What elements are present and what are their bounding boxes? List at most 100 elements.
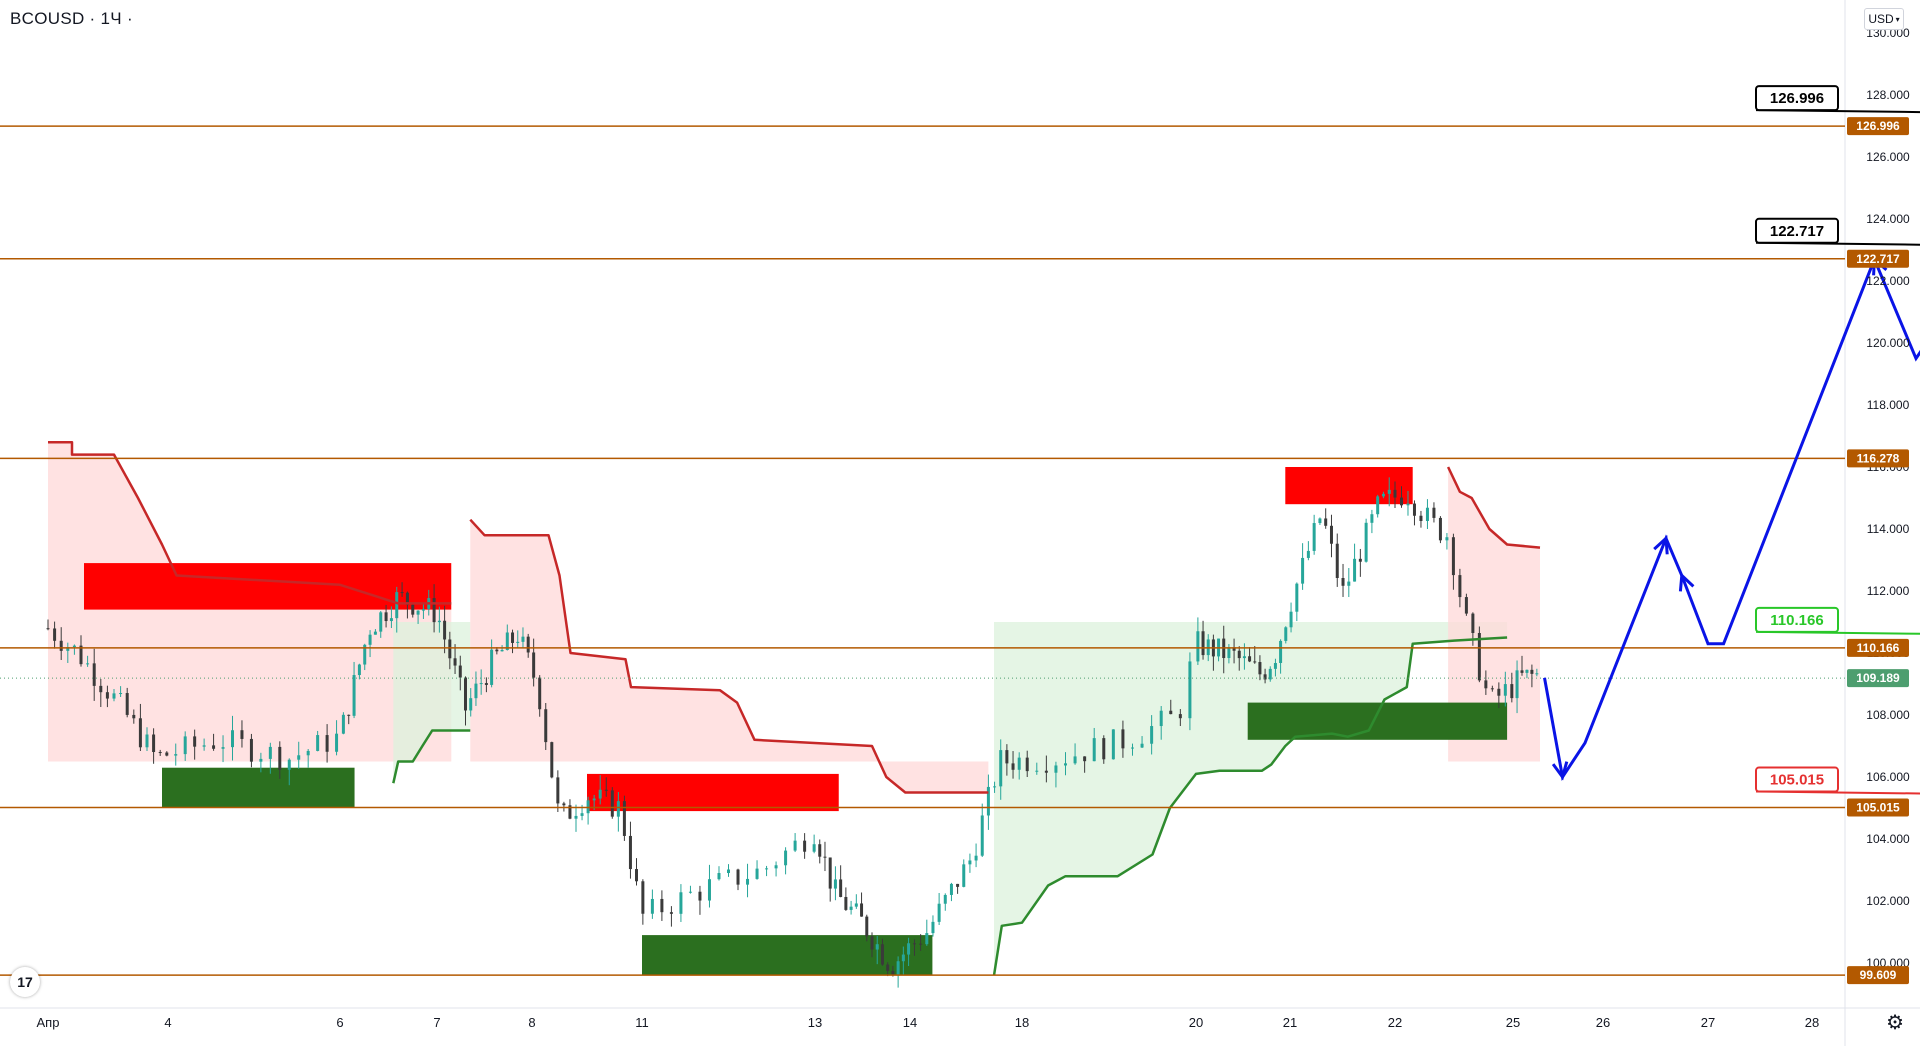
candle-body bbox=[501, 650, 504, 651]
candle-body bbox=[1274, 663, 1277, 669]
tradingview-logo-icon[interactable]: 17 bbox=[10, 967, 40, 997]
candle-body bbox=[516, 642, 519, 643]
candle-body bbox=[968, 860, 971, 864]
candle-body bbox=[342, 715, 345, 734]
candle-body bbox=[1419, 516, 1422, 521]
candle-body bbox=[999, 750, 1002, 786]
candle-body bbox=[1388, 490, 1391, 494]
candle-body bbox=[794, 841, 797, 851]
x-tick-label: 4 bbox=[164, 1015, 171, 1030]
candle-body bbox=[1279, 641, 1282, 663]
candle-body bbox=[1471, 614, 1474, 633]
candle-body bbox=[1530, 670, 1533, 674]
candle-body bbox=[1406, 504, 1409, 506]
candle-body bbox=[813, 844, 816, 851]
candle-body bbox=[629, 836, 632, 869]
candle-body bbox=[1452, 537, 1455, 575]
candle-body bbox=[550, 742, 553, 777]
y-tick-label: 126.000 bbox=[1866, 150, 1910, 164]
candle-body bbox=[1074, 756, 1077, 763]
candle-body bbox=[1160, 711, 1163, 726]
candle-body bbox=[1248, 656, 1251, 661]
candle-body bbox=[93, 663, 96, 686]
y-tick-label: 118.000 bbox=[1867, 398, 1910, 412]
candle-body bbox=[480, 683, 483, 684]
candle-body bbox=[717, 873, 720, 879]
y-tick-label: 124.000 bbox=[1866, 212, 1910, 226]
candle-body bbox=[316, 735, 319, 751]
candle-body bbox=[1150, 726, 1153, 744]
candle-body bbox=[385, 612, 388, 621]
candle-body bbox=[459, 666, 462, 678]
candle-body bbox=[448, 639, 451, 658]
candle-body bbox=[99, 686, 102, 692]
candle-body bbox=[297, 755, 300, 759]
x-tick-label: 22 bbox=[1388, 1015, 1402, 1030]
y-tick-label: 104.000 bbox=[1866, 832, 1910, 846]
callout-label-3: 105.015 bbox=[1770, 772, 1824, 789]
candle-body bbox=[1202, 631, 1205, 655]
candle-body bbox=[1504, 684, 1507, 696]
candle-body bbox=[379, 612, 382, 631]
x-tick-label: 20 bbox=[1189, 1015, 1203, 1030]
x-tick-label: 26 bbox=[1596, 1015, 1610, 1030]
y-tick-label: 102.000 bbox=[1866, 894, 1910, 908]
candle-body bbox=[962, 864, 965, 887]
candle-body bbox=[417, 611, 420, 615]
candle-body bbox=[931, 922, 934, 933]
candle-body bbox=[562, 803, 565, 805]
candle-body bbox=[1264, 674, 1267, 679]
candle-body bbox=[288, 760, 291, 770]
candle-body bbox=[993, 786, 996, 787]
candle-body bbox=[1284, 627, 1287, 641]
candle-body bbox=[617, 801, 620, 817]
candle-body bbox=[1365, 523, 1368, 562]
candle-body bbox=[1005, 750, 1008, 763]
candle-body bbox=[1510, 684, 1513, 698]
y-tick-label: 112.000 bbox=[1867, 584, 1910, 598]
candle-body bbox=[1497, 689, 1500, 696]
candle-body bbox=[139, 718, 142, 747]
candle-body bbox=[353, 675, 356, 716]
candle-body bbox=[1188, 661, 1191, 718]
candle-body bbox=[1307, 551, 1310, 558]
candle-body bbox=[422, 609, 425, 611]
candle-body bbox=[222, 747, 225, 749]
candle-body bbox=[902, 955, 905, 962]
candle-body bbox=[635, 869, 638, 881]
candle-body bbox=[689, 892, 692, 893]
candle-body bbox=[73, 646, 76, 647]
candle-body bbox=[651, 899, 654, 914]
callout-label-1: 122.717 bbox=[1770, 223, 1824, 240]
gear-icon[interactable]: ⚙ bbox=[1886, 1010, 1904, 1035]
candle-body bbox=[119, 693, 122, 694]
candle-body bbox=[956, 884, 959, 887]
candle-body bbox=[1370, 514, 1373, 523]
candle-body bbox=[60, 641, 63, 651]
candle-body bbox=[278, 747, 281, 770]
x-tick-label: 14 bbox=[903, 1015, 917, 1030]
candle-body bbox=[1018, 758, 1021, 770]
candle-body bbox=[411, 605, 414, 615]
candle-body bbox=[756, 869, 759, 879]
candle-body bbox=[347, 715, 350, 716]
candle-body bbox=[1394, 490, 1397, 498]
candle-body bbox=[727, 869, 730, 873]
candle-body bbox=[981, 815, 984, 855]
currency-selector[interactable]: USD▾ bbox=[1864, 8, 1904, 30]
x-tick-label: Апр bbox=[37, 1015, 60, 1030]
demand-zone-1 bbox=[162, 768, 355, 808]
candle-body bbox=[1179, 714, 1182, 718]
level-badge-label-5: 99.609 bbox=[1860, 968, 1897, 982]
candle-body bbox=[975, 856, 978, 861]
callout-label-0: 126.996 bbox=[1770, 90, 1824, 107]
candle-body bbox=[944, 895, 947, 904]
supertrend-fill-down-2 bbox=[470, 520, 988, 793]
candle-body bbox=[469, 698, 472, 710]
x-tick-label: 25 bbox=[1506, 1015, 1520, 1030]
candle-body bbox=[844, 897, 847, 910]
candle-body bbox=[860, 903, 863, 916]
candle-body bbox=[1439, 518, 1442, 540]
